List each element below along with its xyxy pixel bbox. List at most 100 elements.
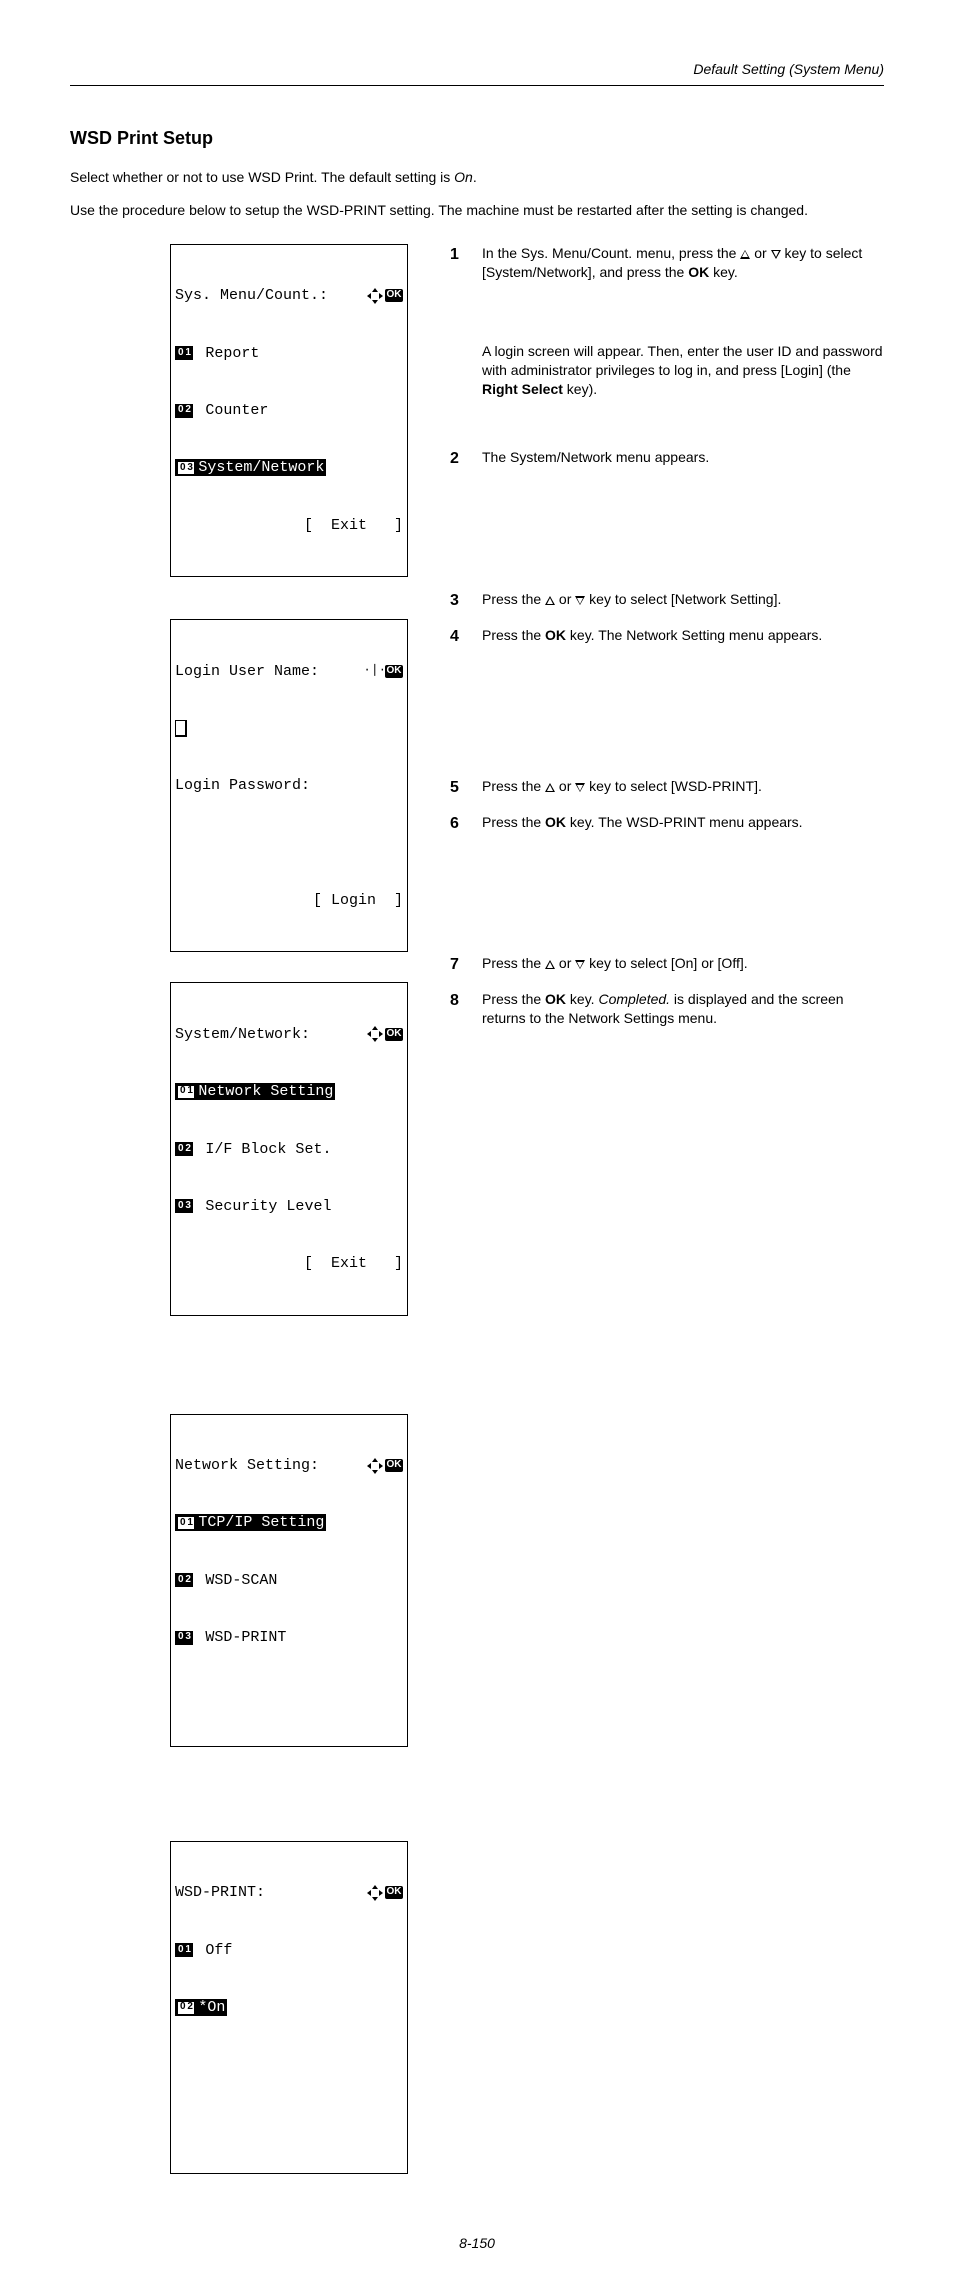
text: key. The Network Setting menu appears. <box>566 627 822 643</box>
text: key. <box>566 991 598 1007</box>
ok-icon: OK <box>385 1886 403 1899</box>
lcd-item-selected: 0 1 Network Setting <box>175 1083 335 1100</box>
lcd-softkey: [ Login ] <box>313 891 403 910</box>
text: In the Sys. Menu/Count. menu, press the <box>482 245 740 261</box>
text: or <box>555 778 575 794</box>
lcd-system-network: System/Network: OK 0 1 Network Setting 0… <box>170 982 408 1315</box>
lcd-item-label: Network Setting <box>198 1082 333 1101</box>
text: Press the <box>482 778 545 794</box>
lcd-item-selected: 0 2*On <box>175 1999 227 2016</box>
down-key-icon <box>575 783 585 792</box>
step-number <box>450 342 464 399</box>
step-body: Press the OK key. The WSD-PRINT menu app… <box>482 813 884 835</box>
item-number: 0 1 <box>175 346 193 360</box>
text: Press the <box>482 814 545 830</box>
step-body: In the Sys. Menu/Count. menu, press the … <box>482 244 884 282</box>
item-number: 0 1 <box>177 1085 195 1099</box>
lcd-item-selected: 0 1 TCP/IP Setting <box>175 1514 326 1531</box>
step: 6 Press the OK key. The WSD-PRINT menu a… <box>450 813 884 835</box>
step-body: A login screen will appear. Then, enter … <box>482 342 884 399</box>
lcd-column: Sys. Menu/Count.: OK 0 1 Report 0 2 Coun… <box>70 244 410 2174</box>
text: key to select [On] or [Off]. <box>585 955 747 971</box>
item-number: 0 2 <box>175 1573 193 1587</box>
lcd-item-label: Report <box>205 344 259 363</box>
lcd-item-label: I/F Block Set. <box>205 1140 331 1159</box>
status-text: Completed. <box>598 991 670 1007</box>
up-key-icon <box>545 596 555 605</box>
step-number: 1 <box>450 244 464 282</box>
nav-icon <box>368 289 382 303</box>
intro-paragraph-2: Use the procedure below to setup the WSD… <box>70 201 884 220</box>
nav-icon <box>368 1886 382 1900</box>
step-number: 7 <box>450 954 464 976</box>
text: Select whether or not to use WSD Print. … <box>70 169 454 185</box>
lcd-item-label: WSD-SCAN <box>205 1571 277 1590</box>
text: key. The WSD-PRINT menu appears. <box>566 814 803 830</box>
step: 3 Press the or key to select [Network Se… <box>450 590 884 612</box>
key-name: OK <box>688 264 709 280</box>
step-body: Press the or key to select [Network Sett… <box>482 590 884 612</box>
item-number: 0 2 <box>175 1142 193 1156</box>
text: or <box>555 955 575 971</box>
step-body: Press the OK key. Completed. is displaye… <box>482 990 884 1028</box>
text: key to select [Network Setting]. <box>585 591 781 607</box>
item-number: 0 1 <box>177 1516 195 1530</box>
step-body: Press the or key to select [On] or [Off]… <box>482 954 884 976</box>
step-number: 6 <box>450 813 464 835</box>
text: Press the <box>482 955 545 971</box>
key-name: OK <box>545 814 566 830</box>
text: key). <box>563 381 597 397</box>
lcd-title: System/Network: <box>175 1025 310 1044</box>
lcd-item-label: System/Network <box>198 458 324 477</box>
text: or <box>750 245 770 261</box>
lcd-login: Login User Name:·❘·OK Login Password: [ … <box>170 619 408 952</box>
key-name: Right Select <box>482 381 563 397</box>
step-list: 1 In the Sys. Menu/Count. menu, press th… <box>450 244 884 1028</box>
step-body: Press the OK key. The Network Setting me… <box>482 626 884 648</box>
step: 2 The System/Network menu appears. <box>450 448 884 470</box>
lcd-sys-menu: Sys. Menu/Count.: OK 0 1 Report 0 2 Coun… <box>170 244 408 577</box>
step: 4 Press the OK key. The Network Setting … <box>450 626 884 648</box>
text: or <box>555 591 575 607</box>
step: 5 Press the or key to select [WSD-PRINT]… <box>450 777 884 799</box>
cursor-icon: ·❘· <box>364 663 385 678</box>
lcd-item-label: Security Level <box>205 1197 331 1216</box>
key-name: OK <box>545 627 566 643</box>
ok-icon: OK <box>385 665 403 678</box>
section-title: WSD Print Setup <box>70 126 884 150</box>
lcd-softkey: [ Exit ] <box>304 1254 403 1273</box>
lcd-label: Login User Name: <box>175 662 319 681</box>
up-key-icon <box>545 960 555 969</box>
up-key-icon <box>545 783 555 792</box>
down-key-icon <box>575 960 585 969</box>
lcd-title: Network Setting: <box>175 1456 319 1475</box>
lcd-item <box>196 344 205 363</box>
ok-icon: OK <box>385 289 403 302</box>
down-key-icon <box>771 250 781 259</box>
key-name: OK <box>545 991 566 1007</box>
lcd-input-selected <box>175 720 187 737</box>
step: 8 Press the OK key. Completed. is displa… <box>450 990 884 1028</box>
text: . <box>473 169 477 185</box>
down-key-icon <box>575 596 585 605</box>
lcd-item-label: Off <box>205 1941 232 1960</box>
step-note: A login screen will appear. Then, enter … <box>450 342 884 399</box>
lcd-softkey: [ Exit ] <box>304 516 403 535</box>
step-body: Press the or key to select [WSD-PRINT]. <box>482 777 884 799</box>
step-body: The System/Network menu appears. <box>482 448 884 470</box>
default-value: On <box>454 169 473 185</box>
lcd-item-label: TCP/IP Setting <box>198 1513 324 1532</box>
text: key to select [WSD-PRINT]. <box>585 778 762 794</box>
step-number: 3 <box>450 590 464 612</box>
text: key. <box>709 264 738 280</box>
up-key-icon <box>740 250 750 259</box>
item-number: 0 3 <box>177 461 195 475</box>
step-number: 5 <box>450 777 464 799</box>
text: Press the <box>482 591 545 607</box>
item-number: 0 2 <box>175 404 193 418</box>
content-row: Sys. Menu/Count.: OK 0 1 Report 0 2 Coun… <box>70 244 884 2174</box>
lcd-item-selected: 0 3 System/Network <box>175 459 326 476</box>
page-number: 8-150 <box>70 2234 884 2253</box>
step-number: 8 <box>450 990 464 1028</box>
step-number: 4 <box>450 626 464 648</box>
